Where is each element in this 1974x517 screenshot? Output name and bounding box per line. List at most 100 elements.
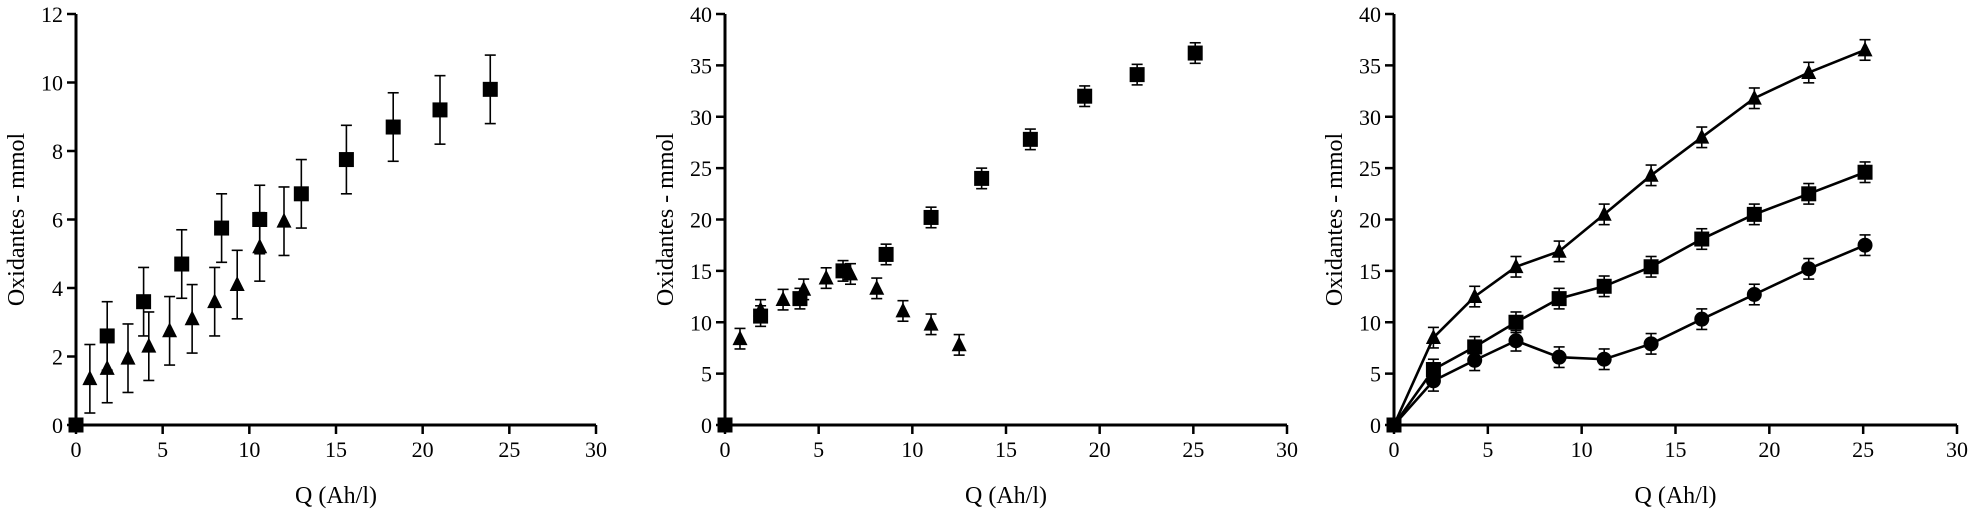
y-tick-label: 5 [701, 362, 712, 387]
x-tick-label: 10 [901, 437, 923, 462]
point-square [1551, 291, 1567, 307]
x-tick-label: 20 [1758, 437, 1780, 462]
y-tick-label: 8 [52, 139, 63, 164]
point-circle [1801, 261, 1817, 277]
series-triangle [82, 186, 292, 414]
point-triangle [923, 315, 939, 331]
point-triangle [141, 337, 157, 353]
y-tick-label: 0 [701, 413, 712, 438]
y-tick-label: 15 [1359, 259, 1381, 284]
y-tick-label: 10 [1359, 310, 1381, 335]
x-tick-label: 20 [412, 437, 434, 462]
point-circle [1643, 336, 1659, 352]
x-tick-label: 30 [1276, 437, 1298, 462]
point-triangle [843, 265, 859, 281]
y-tick-label: 2 [52, 345, 63, 370]
point-circle [1694, 311, 1710, 327]
point-triangle [207, 293, 223, 309]
point-triangle [951, 336, 967, 352]
x-axis-label: Q (Ah/l) [965, 483, 1047, 509]
y-tick-label: 35 [690, 53, 712, 78]
point-triangle [796, 280, 812, 296]
x-tick-label: 15 [995, 437, 1017, 462]
point-square [1694, 231, 1710, 247]
y-tick-label: 25 [1359, 156, 1381, 181]
point-circle [1596, 351, 1612, 367]
chart-panel-left: 0 5 10 15 20 25 30 0 2 4 6 8 10 12 Q (Ah/l) Oxidantes -… [4, 2, 607, 509]
point-triangle [1643, 166, 1659, 182]
y-tick-label: 0 [52, 413, 63, 438]
x-tick-label: 20 [1089, 437, 1111, 462]
x-axis-label: Q (Ah/l) [1635, 483, 1717, 509]
point-square [1596, 278, 1612, 294]
point-square [68, 417, 84, 433]
y-axis-label: Oxidantes - mmol [653, 133, 679, 307]
point-circle [1386, 417, 1402, 433]
y-tick-label: 30 [690, 105, 712, 130]
point-circle [1425, 373, 1441, 389]
point-triangle [1801, 63, 1817, 79]
y-axis-label: Oxidantes - mmol [1322, 133, 1348, 307]
point-triangle [184, 310, 200, 326]
y-tick-label: 10 [41, 71, 63, 96]
point-circle [1551, 349, 1567, 365]
y-tick-label: 30 [1359, 105, 1381, 130]
point-triangle [1467, 287, 1483, 303]
point-triangle [252, 238, 268, 254]
point-circle [1508, 333, 1524, 349]
x-tick-label: 10 [238, 437, 260, 462]
point-triangle [1508, 258, 1524, 274]
point-square [1643, 259, 1659, 275]
point-circle [1857, 237, 1873, 253]
series-line [1392, 171, 1866, 426]
point-square [1077, 88, 1093, 104]
x-tick-label: 0 [720, 437, 731, 462]
x-tick-label: 30 [1946, 437, 1968, 462]
x-tick-label: 0 [1389, 437, 1400, 462]
point-square [878, 246, 894, 262]
x-tick-label: 0 [71, 437, 82, 462]
x-tick-label: 5 [813, 437, 824, 462]
y-tick-label: 35 [1359, 53, 1381, 78]
point-square [1801, 186, 1817, 202]
y-tick-label: 6 [52, 208, 63, 233]
point-square [214, 220, 230, 236]
point-triangle [1551, 242, 1567, 258]
point-square [293, 186, 309, 202]
point-square [1425, 362, 1441, 378]
point-circle [1746, 287, 1762, 303]
x-tick-label: 5 [157, 437, 168, 462]
point-square [1187, 45, 1203, 61]
point-square [974, 170, 990, 186]
y-tick-label: 12 [41, 2, 63, 27]
y-tick-label: 0 [1370, 413, 1381, 438]
y-tick-label: 15 [690, 259, 712, 284]
point-square [432, 102, 448, 118]
series-circle [1386, 234, 1873, 433]
point-square [1022, 131, 1038, 147]
x-tick-label: 15 [1665, 437, 1687, 462]
point-square [717, 417, 733, 433]
series-square [1386, 161, 1873, 433]
point-triangle [1857, 41, 1873, 57]
x-tick-label: 25 [1182, 437, 1204, 462]
y-tick-label: 25 [690, 156, 712, 181]
x-tick-label: 15 [325, 437, 347, 462]
point-square [1508, 314, 1524, 330]
point-square [136, 294, 152, 310]
point-circle [1467, 352, 1483, 368]
point-triangle [99, 359, 115, 375]
point-triangle [753, 301, 769, 317]
point-triangle [775, 291, 791, 307]
x-tick-label: 30 [585, 437, 607, 462]
x-axis-label: Q (Ah/l) [295, 483, 377, 509]
point-triangle [1746, 89, 1762, 105]
x-tick-label: 25 [498, 437, 520, 462]
y-tick-label: 20 [690, 208, 712, 233]
series-line [1393, 243, 1866, 426]
point-square [923, 209, 939, 225]
point-square [385, 119, 401, 135]
point-triangle [162, 322, 178, 338]
y-tick-label: 40 [1359, 2, 1381, 27]
